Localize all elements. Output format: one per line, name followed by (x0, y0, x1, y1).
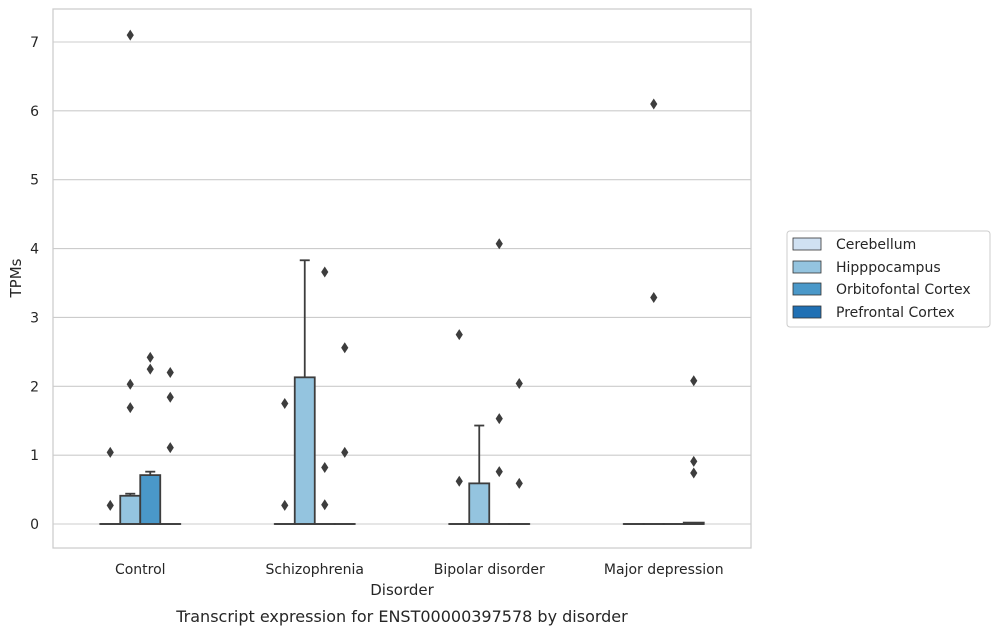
legend-swatch-prefrontal-cortex (792, 305, 822, 319)
x-tick-label: Major depression (604, 562, 724, 578)
y-tick-label: 6 (30, 104, 39, 120)
box-plot-series (99, 29, 705, 525)
outlier-point (126, 29, 134, 41)
series-orbitofontal-cortex (139, 238, 685, 525)
box (468, 482, 491, 525)
y-tick-label: 5 (30, 173, 39, 189)
legend-frame (786, 230, 991, 328)
outlier-point (166, 391, 174, 403)
outlier-point (455, 475, 463, 487)
outlier-point (126, 402, 134, 414)
box (293, 376, 316, 525)
chart-caption: Transcript expression for ENST0000039757… (175, 607, 628, 626)
outlier-point (495, 466, 503, 478)
series-cerebellum (99, 329, 645, 525)
gridlines (53, 41, 751, 525)
legend: Cerebellum Hipppocampus Orbitofontal Cor… (786, 230, 991, 328)
outlier-point (690, 467, 698, 479)
outlier-point (690, 455, 698, 467)
y-axis-title: TPMs (7, 258, 25, 298)
legend-swatch-cerebellum (792, 237, 822, 251)
outlier-point (281, 499, 289, 511)
y-tick-label: 0 (30, 517, 39, 533)
y-tick-label: 7 (30, 35, 39, 51)
y-tick-label: 3 (30, 310, 39, 326)
outlier-point (106, 499, 114, 511)
x-tick-label: Bipolar disorder (434, 562, 545, 578)
outlier-point (495, 413, 503, 425)
legend-swatch-orbitofrontal-cortex (792, 282, 822, 296)
outlier-point (166, 367, 174, 379)
outlier-point (321, 266, 329, 278)
y-tick-label: 1 (30, 448, 39, 464)
series-hipppocampus (119, 29, 665, 525)
outlier-point (321, 499, 329, 511)
y-tick-label: 4 (30, 242, 39, 258)
x-tick-label: Schizophrenia (266, 562, 364, 578)
outlier-point (515, 378, 523, 390)
outlier-point (321, 462, 329, 474)
outlier-point (146, 351, 154, 363)
legend-label-orbitofrontal-cortex: Orbitofontal Cortex (836, 282, 971, 298)
x-axis-title: Disorder (370, 581, 434, 599)
legend-swatch-hippocampus (792, 260, 822, 274)
outlier-point (146, 363, 154, 375)
outlier-point (341, 342, 349, 354)
legend-label-prefrontal-cortex: Prefrontal Cortex (836, 305, 955, 321)
y-tick-label: 2 (30, 379, 39, 395)
box (139, 474, 162, 525)
series-prefrontal-cortex (159, 342, 705, 525)
outlier-point (281, 398, 289, 409)
box (119, 494, 142, 525)
outlier-point (495, 238, 503, 250)
outlier-point (515, 477, 523, 489)
x-tick-label: Control (115, 562, 166, 578)
outlier-point (341, 446, 349, 458)
outlier-point (106, 446, 114, 458)
axes: 0 1 2 3 4 5 6 7 Control Schizophrenia Bipolar diso… (30, 35, 724, 578)
outlier-point (650, 291, 658, 303)
outlier-point (455, 329, 463, 341)
outlier-point (690, 375, 698, 387)
outlier-point (650, 98, 658, 110)
legend-label-cerebellum: Cerebellum (836, 237, 916, 253)
legend-label-hippocampus: Hipppocampus (836, 260, 941, 276)
plot-frame (52, 8, 752, 549)
outlier-point (166, 442, 174, 454)
outlier-point (126, 378, 134, 390)
